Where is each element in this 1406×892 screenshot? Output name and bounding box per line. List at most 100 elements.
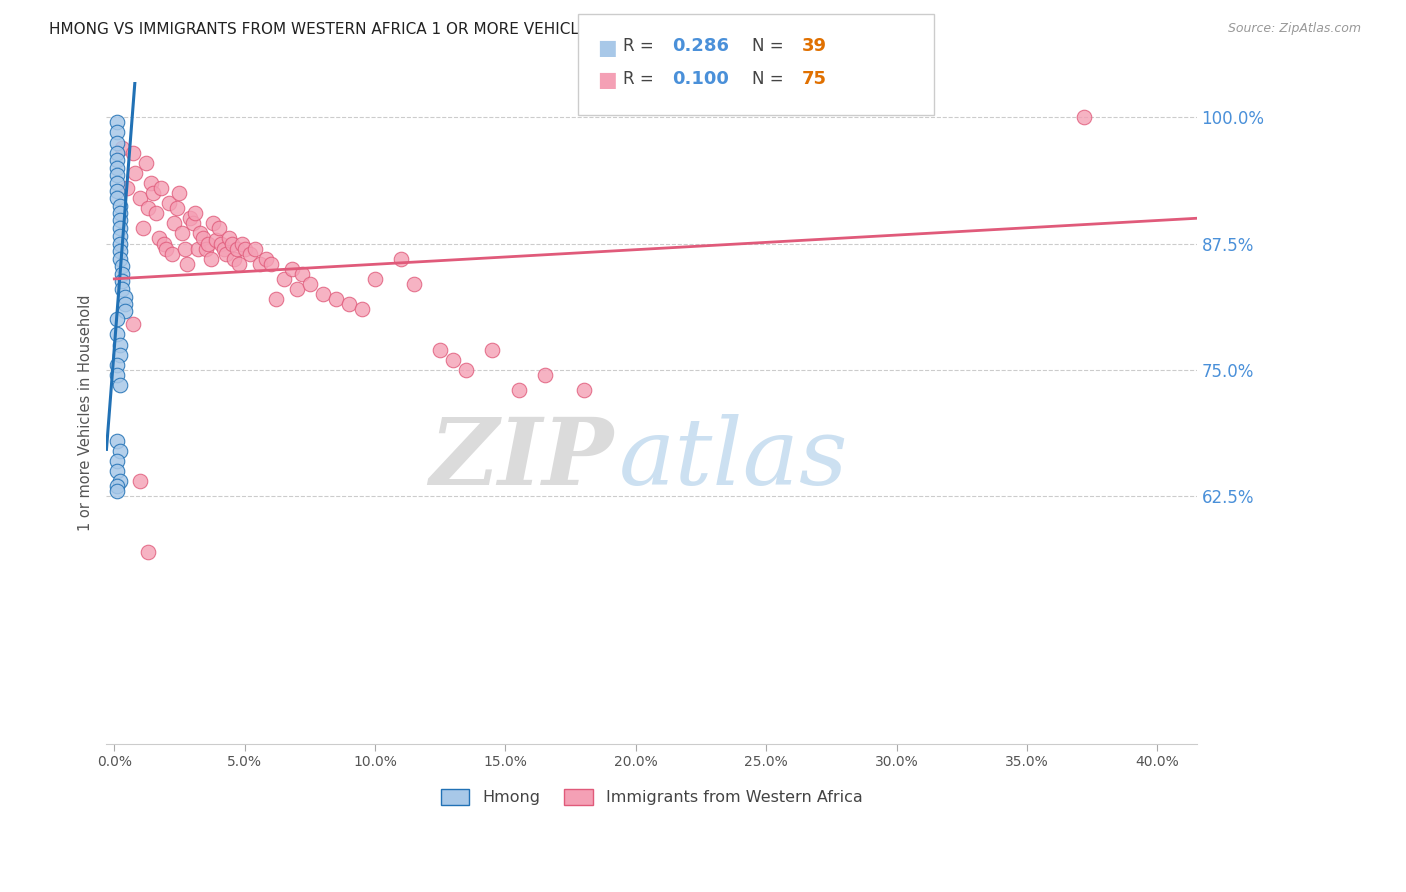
Point [169, 186, 191, 200]
Point [121, 318, 143, 332]
Text: 39: 39 [801, 37, 827, 55]
Point [108, 378, 131, 392]
Point [117, 181, 139, 195]
Text: N =: N = [752, 37, 789, 55]
Point [153, 236, 176, 251]
Point [352, 302, 374, 317]
Point [105, 145, 128, 160]
Text: 75: 75 [801, 70, 827, 87]
Point [187, 242, 209, 256]
Point [132, 221, 155, 235]
Point [273, 272, 295, 286]
Point [108, 236, 131, 251]
Point [337, 297, 360, 311]
Point [200, 252, 222, 266]
Point [215, 246, 238, 260]
Point [105, 453, 128, 467]
Point [1073, 110, 1095, 124]
Point [572, 383, 595, 397]
Point [404, 277, 426, 291]
Point [114, 290, 136, 304]
Point [105, 176, 128, 190]
Text: ■: ■ [598, 70, 617, 90]
Point [136, 544, 159, 558]
Point [108, 244, 131, 258]
Point [108, 213, 131, 227]
Point [135, 155, 157, 169]
Point [105, 483, 128, 498]
Point [160, 246, 183, 260]
Point [280, 261, 302, 276]
Point [184, 206, 207, 220]
Point [291, 267, 314, 281]
Point [105, 115, 128, 129]
Point [285, 282, 308, 296]
Legend: Hmong, Immigrants from Western Africa: Hmong, Immigrants from Western Africa [434, 782, 869, 812]
Point [105, 161, 128, 175]
Point [389, 252, 412, 266]
Text: ■: ■ [598, 38, 617, 58]
Point [312, 287, 335, 301]
Point [325, 292, 347, 306]
Point [207, 221, 229, 235]
Point [179, 211, 201, 226]
Point [105, 136, 128, 150]
Point [105, 191, 128, 205]
Point [172, 227, 194, 241]
Point [148, 231, 170, 245]
Point [108, 206, 131, 220]
Point [181, 216, 204, 230]
Point [105, 368, 128, 382]
Point [157, 196, 180, 211]
Point [228, 257, 250, 271]
Text: HMONG VS IMMIGRANTS FROM WESTERN AFRICA 1 OR MORE VEHICLES IN HOUSEHOLD CORRELAT: HMONG VS IMMIGRANTS FROM WESTERN AFRICA … [49, 22, 891, 37]
Point [191, 231, 214, 245]
Text: R =: R = [623, 37, 659, 55]
Point [105, 153, 128, 167]
Point [233, 242, 256, 256]
Point [129, 191, 152, 205]
Point [142, 186, 165, 200]
Point [105, 184, 128, 198]
Point [205, 234, 228, 248]
Point [218, 231, 240, 245]
Text: 0.286: 0.286 [672, 37, 730, 55]
Point [111, 140, 134, 154]
Point [441, 352, 464, 367]
Point [108, 337, 131, 351]
Point [225, 242, 247, 256]
Point [508, 383, 530, 397]
Point [108, 348, 131, 362]
Point [429, 343, 451, 357]
Point [105, 358, 128, 372]
Point [105, 168, 128, 182]
Point [108, 443, 131, 458]
Point [111, 274, 134, 288]
Point [481, 343, 503, 357]
Point [105, 434, 128, 448]
Point [129, 474, 152, 488]
Point [111, 267, 134, 281]
Point [105, 479, 128, 493]
Point [150, 181, 173, 195]
Point [364, 272, 387, 286]
Point [239, 246, 262, 260]
Point [105, 464, 128, 478]
Point [176, 257, 198, 271]
Point [166, 201, 188, 215]
Point [145, 206, 167, 220]
Point [260, 257, 283, 271]
Point [231, 236, 253, 251]
Text: R =: R = [623, 70, 659, 87]
Point [105, 312, 128, 326]
Point [224, 252, 246, 266]
Point [163, 216, 186, 230]
Point [105, 327, 128, 342]
Y-axis label: 1 or more Vehicles in Household: 1 or more Vehicles in Household [79, 294, 93, 531]
Point [202, 216, 225, 230]
Point [108, 221, 131, 235]
Point [139, 176, 162, 190]
Point [212, 242, 235, 256]
Point [249, 257, 271, 271]
Point [197, 236, 219, 251]
